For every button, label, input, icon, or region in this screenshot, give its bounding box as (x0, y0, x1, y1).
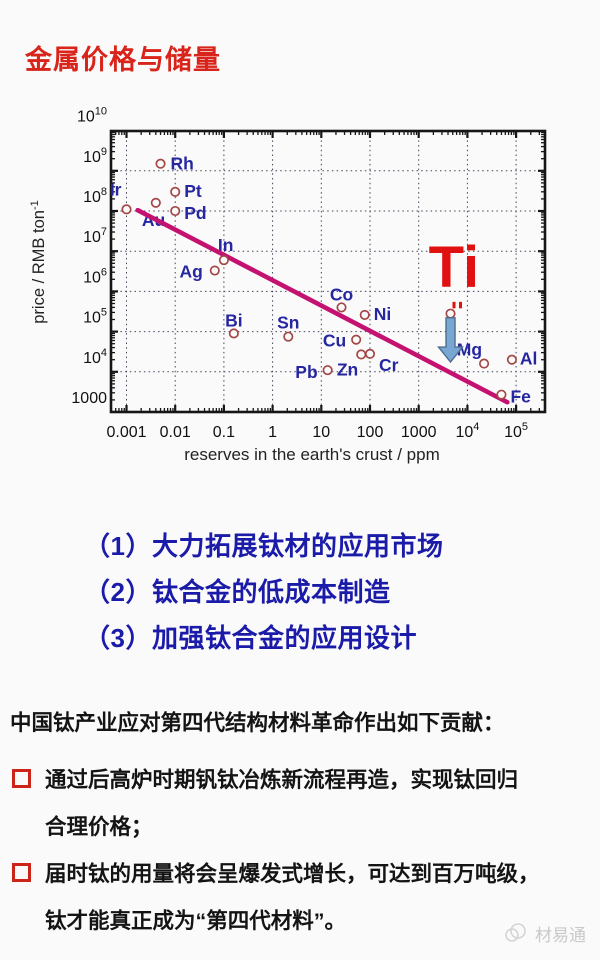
x-tick-label: 105 (504, 421, 528, 441)
down-arrow-icon (437, 317, 464, 364)
element-label-Co: Co (330, 284, 353, 304)
element-label-Al: Al (520, 349, 538, 369)
element-label-In: In (218, 235, 234, 255)
bullet-1-line-1: 通过后高炉时期钒钛冶炼新流程再造，实现钛回归 (45, 768, 519, 792)
data-point-Fe (496, 389, 507, 400)
blue-point-1: （1）大力拓展钛材的应用市场 (84, 531, 444, 561)
element-label-Pd: Pd (184, 203, 206, 223)
data-point-Mg (479, 358, 490, 369)
data-point-Pt (170, 186, 181, 197)
bullet-list: 通过后高炉时期钒钛冶炼新流程再造，实现钛回归 合理价格； 届时钛的用量将会呈爆发… (12, 757, 587, 945)
blue-point-list: （1）大力拓展钛材的应用市场 （2）钛合金的低成本制造 （3）加强钛合金的应用设… (84, 531, 443, 669)
y-axis-title: price / RMB ton-1 (29, 200, 48, 324)
watermark: 材易通 (502, 919, 586, 947)
bullet-item-2: 届时钛的用量将会呈爆发式增长，可达到百万吨级， 钛才能真正成为“第四代材料”。 (12, 851, 587, 945)
element-label-Cr: Cr (379, 355, 399, 375)
element-label-Sn: Sn (277, 313, 299, 333)
plot-frame (109, 129, 547, 414)
element-label-Pt: Pt (184, 181, 202, 201)
y-tick-label: 1000 (71, 390, 107, 407)
y-tick-label: 109 (83, 146, 107, 166)
x-tick-label: 0.001 (106, 424, 146, 441)
lead-paragraph: 中国钛产业应对第四代结构材料革命作出如下贡献： (10, 711, 505, 735)
x-tick-labels: 0.001 0.01 0.1 1 10 100 1000 104 105 (106, 421, 528, 441)
x-tick-label: 1000 (401, 424, 437, 441)
y-tick-label: 106 (83, 266, 107, 286)
x-tick-label: 0.1 (213, 424, 235, 441)
y-tick-label: 108 (83, 186, 107, 206)
element-label-Mg: Mg (457, 340, 482, 360)
watermark-logo-icon (505, 923, 526, 942)
element-label-Rh: Rh (171, 154, 194, 174)
y-tick-label: 105 (83, 307, 107, 327)
bullet-1-line-2: 合理价格； (45, 815, 153, 839)
data-points (121, 158, 517, 400)
ti-annotation-label: Ti (429, 235, 480, 300)
element-label-Pb: Pb (295, 362, 317, 382)
bullet-square-icon (12, 863, 31, 882)
element-label-Zn: Zn (337, 359, 358, 379)
data-point-Ag (209, 265, 220, 276)
data-point-Ir (121, 204, 132, 215)
blue-point-2: （2）钛合金的低成本制造 (84, 577, 391, 607)
data-point-Bi (228, 328, 239, 339)
x-tick-label: 10 (312, 424, 330, 441)
bullet-item-1: 通过后高炉时期钒钛冶炼新流程再造，实现钛回归 合理价格； (12, 757, 587, 851)
bullet-2-line-2: 钛才能真正成为“第四代材料”。 (45, 909, 347, 933)
element-label-Cu: Cu (323, 331, 346, 351)
data-point-Al (506, 354, 517, 365)
y-tick-label: 104 (83, 347, 107, 367)
y-tick-labels: 1000 104 105 106 107 108 109 1010 (71, 106, 107, 407)
data-point-Cu (351, 334, 362, 345)
ti-quote-mark-icon (452, 301, 456, 309)
data-point-Rh (155, 158, 166, 169)
x-tick-label: 0.01 (160, 424, 191, 441)
ti-quote-mark-icon (459, 301, 463, 309)
x-tick-label: 104 (455, 421, 479, 441)
y-tick-label: 107 (83, 226, 107, 246)
page-title: 金属价格与储量 (25, 45, 221, 75)
price-reserves-chart: IrRhAuPtPdInAgBiSnCoNiCuZnCrPbMgAlFeTi10… (0, 95, 600, 475)
bullet-2-line-1: 届时钛的用量将会呈爆发式增长，可达到百万吨级， (45, 862, 540, 886)
bullet-square-icon (12, 769, 31, 788)
data-point-Co (336, 302, 347, 313)
data-point-In (218, 255, 229, 266)
element-label-Bi: Bi (225, 310, 243, 330)
data-point-Pb (322, 365, 333, 376)
blue-point-3: （3）加强钛合金的应用设计 (84, 623, 417, 653)
data-point-Au (150, 197, 161, 208)
x-tick-label: 1 (268, 424, 277, 441)
y-tick-label: 1010 (77, 106, 107, 126)
element-label-Ir: Ir (110, 179, 122, 199)
data-point-Ti (445, 308, 456, 319)
data-point-Sn (283, 331, 294, 342)
x-axis-title: reserves in the earth's crust / ppm (184, 445, 440, 464)
data-point-Cr (364, 348, 376, 359)
element-label-Ni: Ni (374, 304, 392, 324)
trend-line (135, 207, 510, 405)
element-label-Fe: Fe (510, 387, 531, 407)
data-point-Ni (359, 309, 370, 320)
data-point-Pd (170, 205, 181, 217)
element-label-Ag: Ag (179, 262, 202, 282)
watermark-text: 材易通 (535, 925, 586, 945)
data-point-Zn (356, 349, 367, 360)
x-tick-label: 100 (357, 424, 384, 441)
scatter-plot-svg: IrRhAuPtPdInAgBiSnCoNiCuZnCrPbMgAlFeTi10… (29, 106, 547, 464)
